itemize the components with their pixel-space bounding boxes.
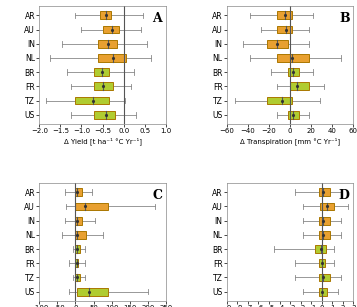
Bar: [318, 259, 325, 267]
Bar: [75, 245, 80, 253]
Bar: [94, 68, 109, 76]
Bar: [75, 217, 82, 224]
Text: C: C: [152, 189, 162, 202]
Bar: [75, 97, 109, 104]
Bar: [318, 217, 330, 224]
Bar: [318, 231, 330, 239]
Bar: [94, 111, 115, 119]
Bar: [277, 54, 309, 62]
Bar: [316, 245, 326, 253]
Text: D: D: [339, 189, 350, 202]
Bar: [320, 203, 335, 210]
Bar: [277, 11, 292, 19]
Bar: [75, 231, 86, 239]
Bar: [75, 188, 82, 196]
Bar: [290, 83, 309, 90]
Bar: [94, 83, 113, 90]
Bar: [267, 97, 292, 104]
Bar: [277, 26, 292, 33]
Bar: [267, 40, 288, 48]
Bar: [318, 188, 330, 196]
X-axis label: Δ Transpiration [mm °C Yr⁻¹]: Δ Transpiration [mm °C Yr⁻¹]: [240, 137, 340, 145]
Bar: [288, 111, 298, 119]
Bar: [99, 54, 126, 62]
Bar: [75, 203, 108, 210]
Bar: [101, 11, 111, 19]
Bar: [102, 26, 120, 33]
Bar: [77, 288, 108, 296]
Bar: [75, 259, 78, 267]
Text: A: A: [152, 12, 162, 25]
Bar: [318, 274, 330, 281]
X-axis label: Δ Yield [t ha⁻¹ °C Yr⁻¹]: Δ Yield [t ha⁻¹ °C Yr⁻¹]: [64, 137, 142, 145]
Text: B: B: [339, 12, 350, 25]
Bar: [75, 274, 80, 281]
Bar: [288, 68, 298, 76]
Bar: [318, 288, 327, 296]
Bar: [99, 40, 117, 48]
